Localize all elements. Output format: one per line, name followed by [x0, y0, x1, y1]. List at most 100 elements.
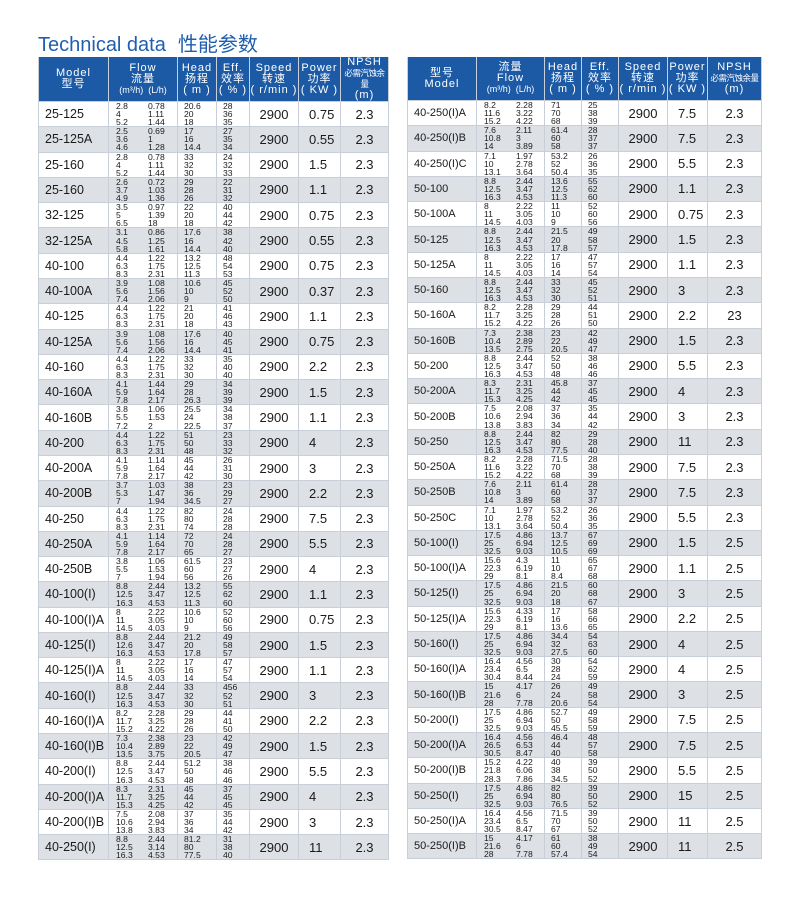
- power-cell: 3: [667, 403, 708, 430]
- flow-lh-values: 2.44 3.47 4.53: [148, 759, 165, 784]
- head-value-value: 10: [551, 209, 561, 220]
- eff-value-value: 40: [223, 361, 233, 372]
- flow-lh-value-value: 2.11: [516, 479, 533, 490]
- flow-lh-value-value: 2.22: [516, 201, 533, 212]
- head-value-value: 61.4: [551, 479, 568, 490]
- head-values: 29 28 26.3: [184, 380, 216, 405]
- head-value-value: 82: [551, 782, 561, 793]
- flow-lh-values: 2.38 2.89 3.75: [148, 734, 165, 759]
- flow-lh-value-value: 2.22: [148, 657, 165, 668]
- head-values: 40 38 34.5: [551, 758, 581, 783]
- npsh-cell: 2.3: [340, 733, 389, 760]
- head-cell: 52.7 50 45.5: [544, 706, 582, 734]
- speed-en: Speed: [624, 61, 662, 73]
- model-cell: 40-160B: [38, 404, 109, 431]
- flow-m3h-value-value: 17.5: [484, 529, 501, 540]
- npsh-cell: 2.3: [340, 480, 389, 507]
- model-cell: 40-200(I)A: [38, 783, 109, 810]
- head-cell: 26 24 20.6: [544, 681, 582, 708]
- power-en: Power: [669, 61, 706, 73]
- head-cell: 61.4 60 58: [544, 125, 582, 152]
- flow-m3h-value-value: 7.5: [116, 808, 128, 819]
- flow-lh-value-value: 1.22: [148, 505, 165, 516]
- eff-value-value: 35: [223, 808, 233, 819]
- head-cell: 82 80 74: [177, 505, 217, 532]
- head-values: 34.4 32 27.5: [551, 632, 581, 657]
- head-cell: 45 44 42: [177, 783, 217, 810]
- flow-m3h-value-value: 4.9: [116, 193, 128, 204]
- eff-values: 28 38 39: [588, 455, 618, 480]
- head-value-value: 11.3: [184, 597, 201, 608]
- eff-unit: ( % ): [218, 83, 248, 96]
- eff-value-value: 60: [588, 192, 598, 203]
- model-cell: 40-100(I): [38, 581, 109, 608]
- model-cell: 40-125A: [38, 328, 109, 355]
- flow-m3h-value-value: 7.3: [484, 327, 496, 338]
- flow-m3h-values: 2.8 4 5.2: [116, 152, 148, 177]
- speed-cell: 2900: [618, 150, 668, 177]
- flow-m3h-value-value: 15.2: [484, 757, 501, 768]
- flow-lh-values: 2.44 3.47 4.53: [516, 227, 533, 252]
- eff-cell: 42 49 47: [581, 327, 619, 354]
- flow-lh-value-value: 1.11: [148, 159, 165, 170]
- head-value-value: 44: [184, 463, 194, 474]
- flow-m3h-value-value: 15.2: [116, 723, 133, 734]
- eff-value-value: 39: [588, 757, 598, 768]
- flow-cell: 3.5 5 6.5 0.97 1.39 18: [108, 202, 178, 229]
- flow-lh-value-value: 2.89: [148, 741, 165, 752]
- speed-zh: 转速: [631, 72, 655, 84]
- eff-value-value: 37: [588, 141, 598, 152]
- model-cell: 40-125: [38, 303, 109, 330]
- eff-value-value: 54: [588, 630, 598, 641]
- power-cell: 11: [667, 833, 708, 860]
- flow-m3h-value-value: 6.3: [116, 513, 128, 524]
- eff-value-value: 37: [588, 133, 598, 144]
- head-en: Head: [181, 61, 213, 74]
- flow-cell: 3.9 5.6 7.4 1.08 1.56 2.06: [108, 277, 178, 305]
- flow-lh-value-value: 3: [516, 487, 521, 498]
- speed-cell: 2900: [249, 126, 299, 153]
- table-row: 25-125A 2.5 3.6 4.6 0.69 1 1.28 17 16 14.4 27 35 34 2…: [38, 126, 389, 153]
- npsh-cell: 2.3: [707, 175, 762, 203]
- model-cell: 50-200(I)A: [407, 732, 477, 759]
- eff-value-value: 39: [588, 782, 598, 793]
- head-value-value: 82: [551, 428, 561, 439]
- eff-value-value: 58: [588, 234, 598, 245]
- head-unit: ( m ): [183, 83, 211, 96]
- flow-lh-values: 0.78 1.11 1.44: [148, 102, 165, 127]
- model-cell: 50-200A: [407, 378, 477, 405]
- speed-cell: 2900: [249, 176, 299, 204]
- eff-values: 456 52 51: [223, 683, 249, 708]
- flow-m3h-value-value: 14: [484, 141, 494, 152]
- head-value-value: 45.5: [551, 722, 568, 733]
- flow-lh-value-value: 1.22: [148, 353, 165, 364]
- head-values: 17 16 14.4: [184, 127, 216, 152]
- flow-lh-value-value: 8.44: [516, 672, 533, 683]
- flow-lh-value-value: 3.22: [516, 462, 533, 473]
- flow-values: 2.8 4 5.2 0.78 1.11 1.44: [109, 152, 177, 177]
- flow-m3h-values: 2.6 3.7 4.9: [116, 177, 148, 204]
- head-value-value: 42: [184, 471, 194, 482]
- head-value-value: 50.4: [551, 166, 568, 177]
- head-value-value: 80: [551, 790, 561, 801]
- table-row: 50-200 8.8 12.5 16.3 2.44 3.47 4.53 52 50 48 38 46 4…: [407, 352, 762, 380]
- flow-cell: 2.6 3.7 4.9 0.72 1.03 1.36: [108, 176, 178, 204]
- flow-m3h-value-value: 8.8: [116, 758, 128, 769]
- head-value-value: 24: [551, 672, 561, 683]
- flow-m3h-value-value: 7.4: [116, 294, 128, 305]
- head-cell: 33 32 30: [177, 151, 217, 178]
- flow-m3h-value-value: 4.4: [116, 353, 128, 364]
- flow-lh-value-value: 3.89: [516, 495, 533, 506]
- eff-values: 22 31 32: [223, 177, 249, 202]
- head-value-value: 34.5: [184, 496, 201, 507]
- flow-zh: 流量: [498, 61, 523, 73]
- head-value-value: 23: [184, 733, 194, 744]
- table-row: 50-125 8.8 12.5 16.3 2.44 3.47 4.53 21.5 20 17.8 4…: [407, 226, 762, 253]
- eff-value-value: 42: [223, 825, 233, 836]
- npsh-cell: 2.5: [707, 580, 762, 607]
- speed-zh: 转速: [262, 72, 286, 85]
- npsh-cell: 2.3: [707, 150, 762, 177]
- flow-m3h-value-value: 8.8: [484, 226, 496, 237]
- flow-lh-value-value: 1.08: [148, 328, 165, 339]
- col-speed: Speed 转速( r/min ): [249, 57, 299, 102]
